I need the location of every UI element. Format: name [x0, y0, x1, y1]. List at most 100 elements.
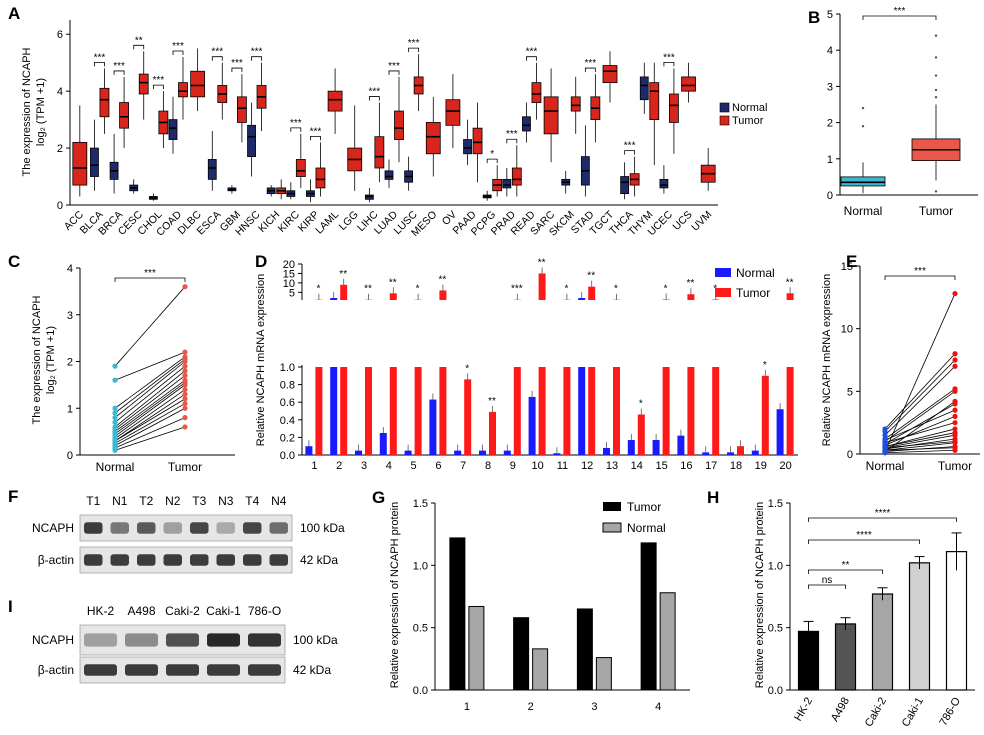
d-xtick-label: 7 — [460, 460, 466, 472]
d-sig-6: ** — [439, 274, 447, 285]
i-band — [207, 664, 240, 676]
a-sig-BLCA-bracket — [94, 61, 105, 67]
d-bar-tumor — [439, 290, 447, 300]
a-sig-THCA-label: *** — [624, 141, 636, 152]
e-ylabel: Relative NCAPH mRNA expression — [821, 274, 833, 446]
i-band — [84, 664, 117, 676]
e-normal-point — [882, 426, 888, 432]
e-pair-line — [884, 438, 956, 450]
c-pair-line — [114, 426, 186, 451]
a-sig-PRAD-label: *** — [506, 129, 518, 140]
a-sig-READ-bracket — [526, 56, 537, 61]
d-sig-19: * — [763, 360, 767, 371]
panel-c-paired-plot: 0 1 2 3 4 *** Normal Tumor The expression of NCA… — [31, 263, 235, 474]
h-sig-0-label: ns — [822, 575, 833, 586]
d-legend-tumor-swatch — [715, 288, 731, 297]
d-sig-1: * — [316, 284, 320, 295]
c-pair-line — [114, 403, 186, 444]
d-legend-normal-swatch — [715, 268, 731, 277]
d-bar-tumor-low — [340, 367, 348, 455]
d-sig-12: ** — [587, 271, 595, 282]
a-normal-ESCA-box — [207, 159, 217, 180]
g-xtick-label: 1 — [464, 701, 470, 713]
a-xtick-label: UCS — [671, 209, 695, 233]
e-pair-line — [884, 388, 956, 440]
d-ytick-label: 5 — [289, 287, 295, 299]
d-xtick-label: 11 — [557, 460, 568, 472]
b-xtick-tumor: Tumor — [919, 204, 953, 218]
f-band — [190, 554, 209, 566]
c-tumor-point — [182, 405, 188, 411]
d-xtick-label: 2 — [336, 460, 342, 472]
a-sig-KIRC-bracket — [290, 127, 302, 132]
i-band — [166, 633, 199, 647]
d-bar-normal — [404, 450, 412, 455]
f-lane-label: N4 — [271, 494, 287, 508]
e-pair-line — [884, 409, 956, 441]
a-sig-CHOL-label: *** — [153, 75, 165, 86]
a-sig-KIRP-bracket — [310, 135, 321, 141]
c-normal-point — [112, 377, 118, 383]
e-ytick-label: 15 — [841, 261, 853, 273]
a-tumor-KIRP-box — [315, 167, 326, 189]
d-sig-13: * — [614, 284, 618, 295]
d-bar-tumor-low — [513, 367, 521, 455]
panel-label-d: D — [255, 252, 268, 271]
a-tumor-KIRC-box — [295, 159, 306, 177]
d-legend-normal-label: Normal — [736, 266, 775, 280]
d-bar-tumor — [761, 375, 769, 455]
e-pair-line — [884, 441, 956, 449]
d-bar-normal — [776, 409, 784, 455]
a-tumor-PRAD-box — [511, 167, 522, 186]
c-normal-point — [112, 415, 118, 421]
f-band — [190, 522, 209, 534]
i-band — [166, 664, 199, 676]
panel-label-h: H — [707, 488, 720, 507]
a-sig-BRCA-label: *** — [113, 61, 125, 72]
d-bar-tumor — [340, 284, 348, 300]
a-sig-THCA-bracket — [624, 150, 636, 155]
a-tumor-SARC-box — [543, 96, 559, 135]
d-bar-normal — [355, 450, 362, 455]
e-tumor-point — [952, 290, 958, 297]
c-pair-line — [114, 351, 186, 381]
d-bar-normal — [751, 450, 759, 455]
c-normal-point — [112, 405, 118, 411]
d-ytick-label: 0.6 — [280, 397, 295, 409]
d-xtick-label: 12 — [581, 460, 593, 472]
c-xtick-tumor: Tumor — [168, 460, 202, 474]
d-bar-tumor-low — [439, 367, 447, 455]
a-tumor-LIHC-box — [374, 136, 385, 169]
h-ytick-label: 0.5 — [768, 623, 783, 635]
i-size-label: 42 kDa — [293, 663, 331, 677]
h-ylabel: Relative expression of NCAPH protein — [754, 502, 766, 688]
d-sig-2: ** — [339, 269, 347, 280]
d-xtick-label: 19 — [755, 460, 767, 472]
d-bar-tumor-low — [786, 367, 794, 455]
c-pair-line — [114, 417, 186, 449]
f-size-label: 100 kDa — [300, 521, 345, 535]
d-bar-tumor — [389, 293, 397, 300]
a-sig-UCEC-label: *** — [663, 52, 675, 63]
d-bar-tumor — [637, 414, 645, 455]
h-sig-0-bracket — [808, 584, 846, 589]
b-ytick-label: 4 — [827, 45, 833, 57]
d-bar-tumor — [464, 379, 472, 455]
d-xtick-label: 8 — [485, 460, 491, 472]
panel-e-paired-plot: 0 5 10 15 *** Normal Tumor Relative NCAPH mRNA … — [821, 261, 980, 473]
g-bar-normal — [595, 657, 612, 691]
a-ylabel: The expression of NCAPH — [21, 47, 33, 176]
a-legend-normal-label: Normal — [732, 102, 767, 114]
f-row-label: NCAPH — [32, 521, 74, 535]
e-pair-line — [884, 416, 956, 446]
f-band — [84, 522, 103, 534]
d-xtick-label: 17 — [705, 460, 717, 472]
d-bar-normal — [702, 452, 710, 455]
d-bar-normal — [677, 435, 685, 455]
d-bar-tumor-low — [315, 367, 323, 455]
panel-g-bar-chart: 0.0 0.5 1.0 1.5 Relative expression of NCAPH… — [389, 498, 690, 713]
d-bar-normal — [379, 433, 387, 455]
c-normal-point — [112, 424, 118, 430]
